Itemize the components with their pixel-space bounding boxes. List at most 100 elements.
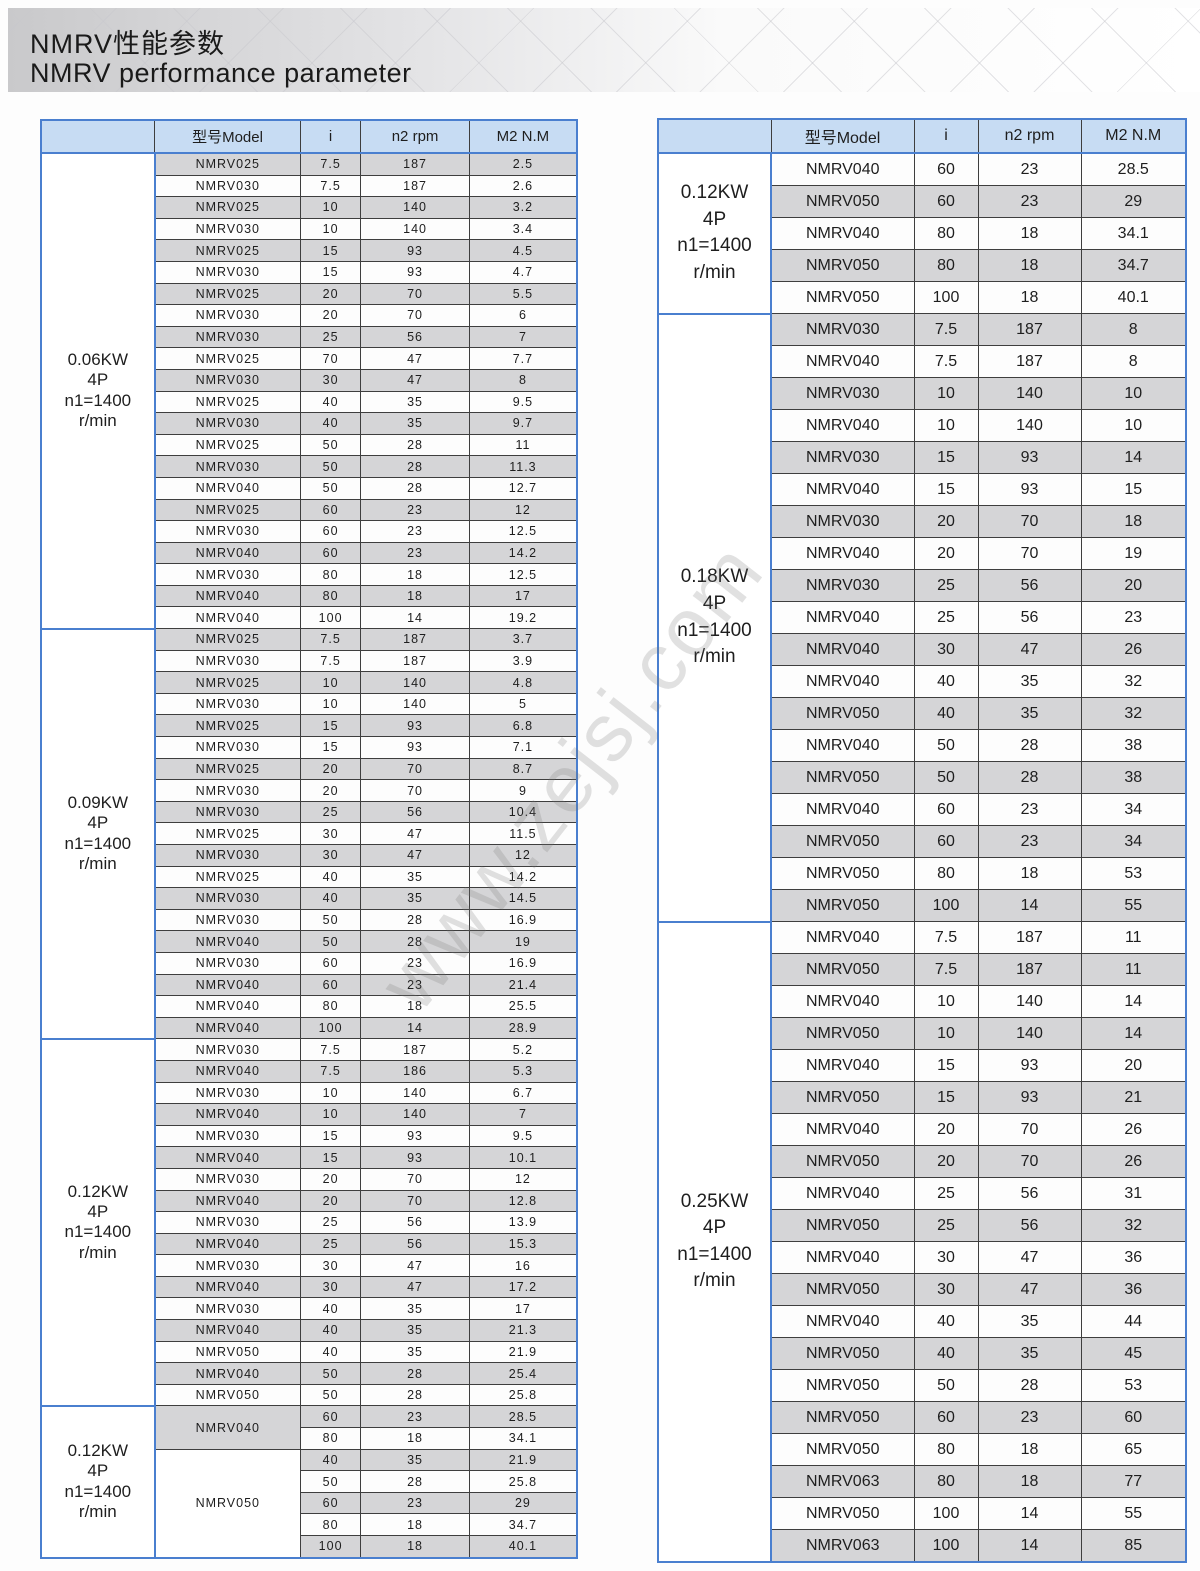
n2-rpm-cell: 14: [977, 889, 1082, 922]
m2-torque-cell: 3.7: [468, 628, 578, 651]
ratio-cell: 25: [913, 1209, 979, 1242]
n2-rpm-cell: 28: [360, 1470, 470, 1493]
model-cell: NMRV025: [154, 498, 301, 522]
model-cell: NMRV050: [770, 1433, 915, 1466]
table-row: 0.09KW 4P n1=1400 r/min NMRV025 7.5 187 3.7: [41, 627, 578, 1040]
m2-torque-cell: 12: [468, 844, 578, 867]
m2-torque-cell: 8: [468, 368, 578, 392]
table-row: 0.06KW 4P n1=1400 r/min NMRV025 7.5 187 2.5: [41, 152, 578, 630]
power-label-line: r/min: [78, 854, 117, 874]
model-cell: NMRV025: [154, 433, 301, 457]
m2-torque-cell: 36: [1080, 1273, 1187, 1306]
n2-rpm-cell: 23: [360, 541, 470, 565]
model-cell: NMRV030: [154, 844, 301, 867]
table-row: NMRV050 40 35 21.9: [41, 1448, 578, 1559]
n2-rpm-cell: 23: [360, 1405, 470, 1429]
table-row: NMRV030 40 35 17: [41, 1297, 578, 1321]
ratio-cell: 60: [299, 541, 362, 565]
n2-rpm-cell: 14: [360, 606, 470, 630]
model-cell: NMRV040: [770, 985, 915, 1018]
ratio-cell: 20: [299, 304, 362, 327]
table-row: NMRV040 40 35 21.3: [41, 1319, 578, 1342]
power-label-line: r/min: [693, 646, 736, 668]
ratio-cell: 60: [299, 498, 362, 522]
ratio-cell: 10: [913, 985, 979, 1018]
power-label-line: 4P: [87, 1202, 109, 1221]
model-cell: NMRV040: [770, 1241, 915, 1274]
model-cell: NMRV030: [154, 520, 301, 543]
model-cell: NMRV030: [770, 441, 915, 474]
m2-torque-cell: 4.8: [468, 671, 578, 694]
n2-rpm-cell: 35: [360, 412, 470, 435]
table-row: NMRV040 80 18 25.5: [41, 995, 578, 1018]
model-cell: NMRV025: [154, 152, 301, 176]
ratio-cell: 20: [913, 1145, 979, 1178]
ratio-cell: 80: [299, 563, 362, 586]
m2-torque-cell: 25.5: [468, 995, 578, 1018]
ratio-cell: 100: [913, 1529, 979, 1563]
n2-rpm-cell: 47: [977, 1273, 1082, 1306]
model-cell: NMRV025: [154, 822, 301, 845]
m2-torque-cell: 34.1: [1080, 217, 1187, 250]
model-cell: NMRV030: [154, 260, 301, 284]
ratio-cell: 60: [299, 1491, 362, 1515]
n2-rpm-cell: 47: [360, 822, 470, 845]
power-label-line: r/min: [78, 1242, 117, 1262]
ratio-cell: 30: [913, 1273, 979, 1306]
n2-rpm-cell: 35: [977, 1305, 1082, 1338]
m2-torque-cell: 12: [468, 1167, 578, 1191]
m2-torque-cell: 2.6: [468, 174, 578, 198]
power-label-line: n1=1400: [64, 1222, 132, 1242]
table-row: NMRV050 15 93 21: [658, 1081, 1187, 1114]
model-cell: NMRV025: [154, 865, 301, 889]
m2-torque-cell: 8: [1080, 345, 1187, 378]
ratio-cell: 15: [299, 736, 362, 759]
ratio-cell: 25: [913, 569, 979, 602]
m2-torque-cell: 12.8: [468, 1189, 578, 1213]
m2-torque-cell: 7: [468, 1103, 578, 1126]
ratio-cell: 100: [299, 1534, 362, 1559]
power-label-line: 4P: [87, 370, 109, 390]
table-row: NMRV040 60 23 21.4: [41, 973, 578, 997]
table-row: NMRV040 20 70 12.8: [41, 1189, 578, 1213]
ratio-cell: 10: [299, 692, 362, 716]
m2-torque-cell: 34.7: [468, 1513, 578, 1536]
model-cell: NMRV040: [770, 537, 915, 570]
n2-rpm-cell: 56: [360, 800, 470, 824]
n2-rpm-cell: 28: [977, 729, 1082, 762]
table-row: NMRV040 100 14 28.9: [41, 1016, 578, 1040]
table-row: NMRV050 60 23 60: [658, 1401, 1187, 1434]
model-cell: NMRV030: [770, 505, 915, 538]
n2-rpm-cell: 28: [360, 476, 470, 500]
ratio-cell: 60: [913, 793, 979, 826]
m2-torque-cell: 26: [1080, 1113, 1187, 1146]
model-cell: NMRV040: [770, 1177, 915, 1210]
ratio-cell: 80: [299, 1427, 362, 1450]
power-label-line: r/min: [693, 1270, 736, 1292]
table-row: NMRV040 80 18 17: [41, 584, 578, 608]
ratio-cell: 60: [299, 520, 362, 543]
n2-rpm-cell: 93: [977, 1049, 1082, 1082]
model-cell: NMRV040: [770, 345, 915, 378]
model-cell: NMRV063: [770, 1465, 915, 1498]
n2-rpm-cell: 187: [977, 921, 1082, 954]
ratio-cell: 40: [299, 1448, 362, 1472]
ratio-cell: 100: [913, 889, 979, 922]
m2-torque-cell: 13.9: [468, 1211, 578, 1234]
ratio-cell: 70: [299, 347, 362, 370]
model-cell: NMRV030: [154, 1038, 301, 1061]
power-label-line: 4P: [87, 813, 109, 833]
model-cell: NMRV050: [770, 1273, 915, 1306]
m2-torque-cell: 12.5: [468, 520, 578, 543]
m2-torque-cell: 8: [1080, 313, 1187, 346]
table-row: NMRV040 40 35 32: [658, 665, 1187, 698]
m2-torque-cell: 77: [1080, 1465, 1187, 1498]
model-cell: NMRV025: [154, 282, 301, 306]
n2-rpm-cell: 187: [360, 628, 470, 651]
model-cell: NMRV040: [154, 606, 301, 630]
model-cell: NMRV025: [154, 714, 301, 738]
table-row: NMRV050 40 35 32: [658, 697, 1187, 730]
model-cell: NMRV030: [154, 1297, 301, 1321]
ratio-cell: 25: [913, 601, 979, 634]
n2-rpm-cell: 93: [360, 714, 470, 738]
